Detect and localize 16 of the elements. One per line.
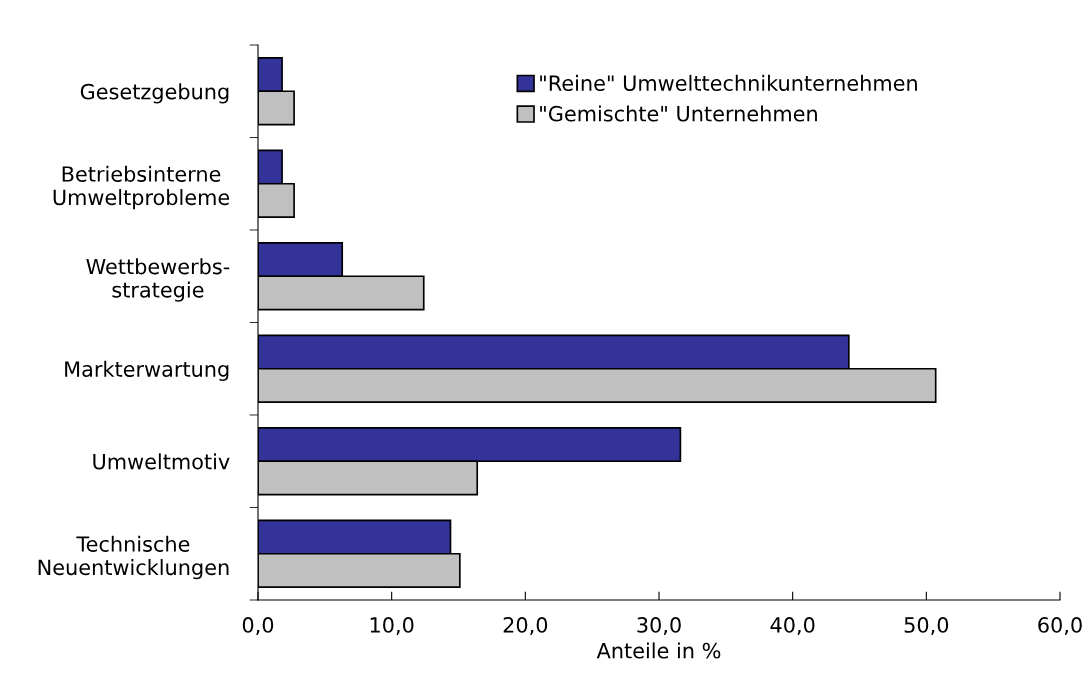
y-tick-label: Betriebsinterne Umweltprobleme xyxy=(53,165,230,210)
x-tick-label: 10,0 xyxy=(370,617,414,635)
x-tick-label: 60,0 xyxy=(1038,617,1082,635)
x-tick-label: 40,0 xyxy=(770,617,815,635)
x-tick-label: 20,0 xyxy=(503,617,548,635)
x-tick-label: 30,0 xyxy=(637,617,681,635)
legend-label: "Reine" Umwelttechnikunternehmen xyxy=(540,74,917,91)
x-axis-title: Anteile in % xyxy=(596,642,721,659)
y-tick-label: Markterwartung xyxy=(65,360,229,381)
y-tick-label: Wettbewerbs- strategie xyxy=(86,258,230,302)
legend-label: "Gemischte" Unternehmen xyxy=(540,105,817,122)
x-tick-label: 50,0 xyxy=(904,617,949,635)
y-tick-label: Gesetzgebung xyxy=(80,83,229,104)
x-tick-label: 0,0 xyxy=(242,617,274,635)
y-tick-label: Umweltmotiv xyxy=(93,453,230,470)
y-tick-label: Technische Neuentwicklungen xyxy=(38,535,229,580)
